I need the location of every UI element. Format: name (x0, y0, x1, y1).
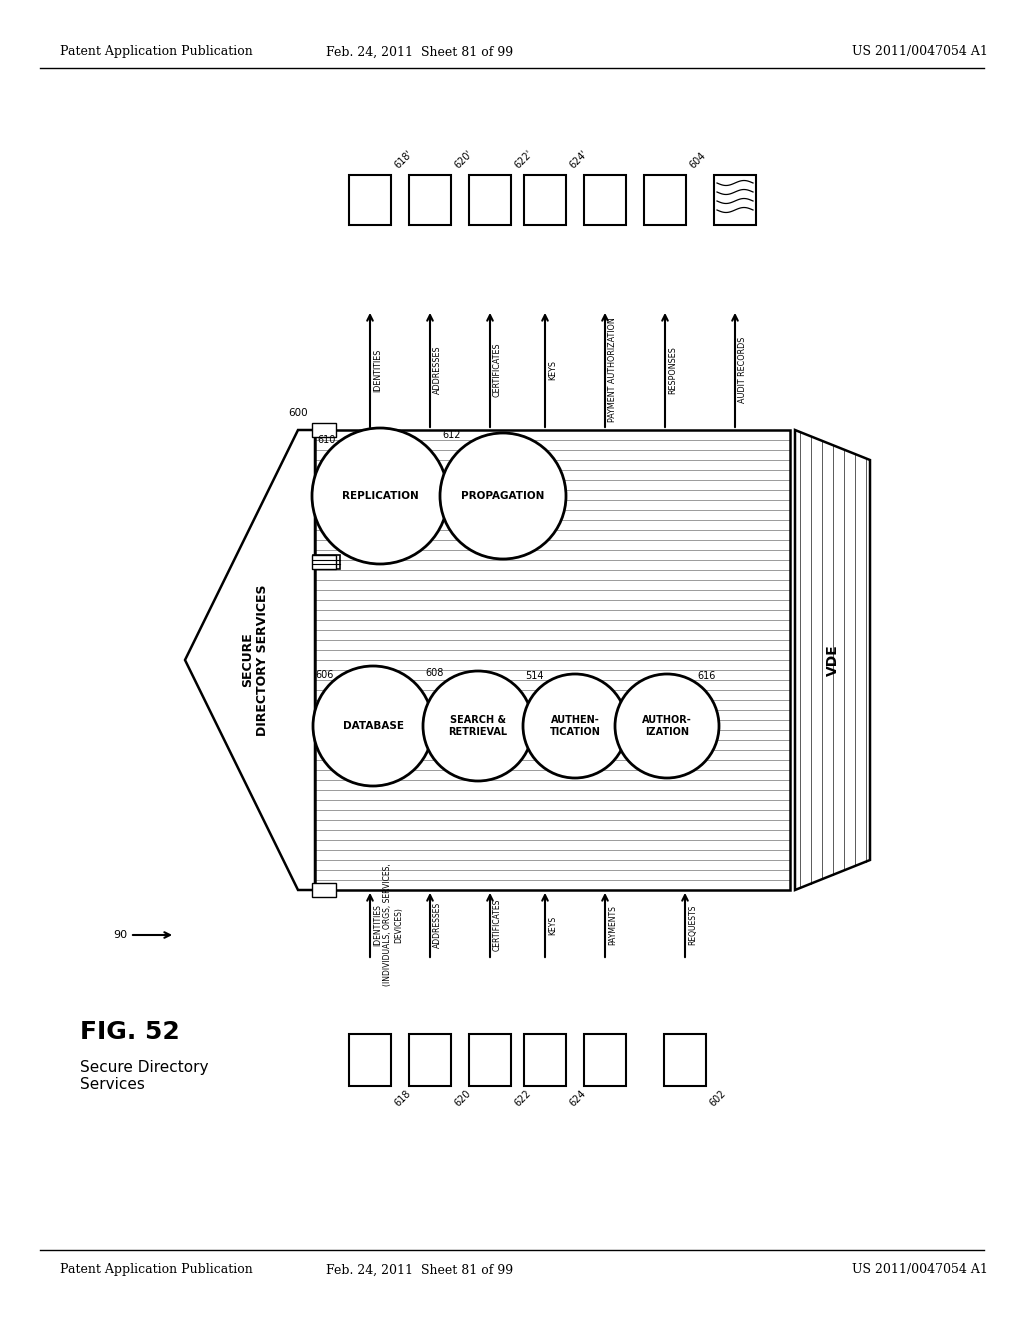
Text: 90: 90 (113, 931, 127, 940)
Text: RESPONSES: RESPONSES (668, 346, 677, 393)
Bar (312, 883, 336, 898)
Text: 608: 608 (425, 668, 443, 678)
Polygon shape (795, 430, 870, 890)
Text: 612: 612 (442, 430, 461, 440)
Text: 618: 618 (393, 1088, 413, 1107)
Text: IDENTITIES: IDENTITIES (373, 348, 382, 392)
Text: CERTIFICATES: CERTIFICATES (493, 343, 502, 397)
Text: 618': 618' (393, 148, 415, 170)
Text: IDENTITIES
(INDIVIDUALS, ORGS, SERVICES,
DEVICES): IDENTITIES (INDIVIDUALS, ORGS, SERVICES,… (373, 863, 402, 986)
Text: US 2011/0047054 A1: US 2011/0047054 A1 (852, 45, 988, 58)
Circle shape (615, 675, 719, 777)
Text: SECURE
DIRECTORY SERVICES: SECURE DIRECTORY SERVICES (241, 585, 269, 735)
Text: KEYS: KEYS (548, 360, 557, 380)
Text: Patent Application Publication: Patent Application Publication (60, 45, 253, 58)
Text: ADDRESSES: ADDRESSES (433, 902, 442, 948)
Text: 620': 620' (453, 148, 475, 170)
Text: DATABASE: DATABASE (342, 721, 403, 731)
Text: AUTHOR-
IZATION: AUTHOR- IZATION (642, 715, 692, 737)
Text: 514: 514 (525, 671, 544, 681)
Circle shape (523, 675, 627, 777)
Bar (524, 176, 566, 224)
Text: SEARCH &
RETRIEVAL: SEARCH & RETRIEVAL (449, 715, 508, 737)
Text: 622': 622' (513, 148, 535, 170)
Text: Feb. 24, 2011  Sheet 81 of 99: Feb. 24, 2011 Sheet 81 of 99 (327, 45, 514, 58)
Circle shape (312, 428, 449, 564)
Bar (409, 176, 451, 224)
Text: 624: 624 (568, 1088, 588, 1109)
Text: 620: 620 (453, 1088, 473, 1109)
Text: 610: 610 (317, 436, 336, 445)
Bar (644, 176, 686, 224)
Text: 602: 602 (708, 1088, 728, 1109)
Circle shape (440, 433, 566, 558)
Text: FIG. 52: FIG. 52 (80, 1020, 180, 1044)
Text: VDE: VDE (825, 644, 840, 676)
Bar (664, 1034, 706, 1086)
Text: 622: 622 (513, 1088, 534, 1109)
Bar (584, 176, 626, 224)
Bar (469, 176, 511, 224)
Text: AUDIT RECORDS: AUDIT RECORDS (738, 337, 746, 403)
Bar (349, 1034, 391, 1086)
Text: CERTIFICATES: CERTIFICATES (493, 899, 502, 952)
Text: PROPAGATION: PROPAGATION (462, 491, 545, 502)
Text: REPLICATION: REPLICATION (342, 491, 419, 502)
Bar (524, 1034, 566, 1086)
Bar (349, 176, 391, 224)
Text: KEYS: KEYS (548, 916, 557, 935)
Text: 606: 606 (315, 671, 334, 680)
Text: ADDRESSES: ADDRESSES (433, 346, 442, 395)
Text: 624': 624' (568, 148, 590, 170)
Text: PAYMENT AUTHORIZATION: PAYMENT AUTHORIZATION (608, 318, 617, 422)
Bar (584, 1034, 626, 1086)
Bar (409, 1034, 451, 1086)
Bar (714, 176, 756, 224)
Text: 604: 604 (688, 150, 708, 170)
Text: 616: 616 (697, 671, 716, 681)
Circle shape (423, 671, 534, 781)
Circle shape (313, 667, 433, 785)
Text: PAYMENTS: PAYMENTS (608, 906, 617, 945)
Text: REQUESTS: REQUESTS (688, 904, 697, 945)
Bar (315, 430, 790, 890)
Text: Feb. 24, 2011  Sheet 81 of 99: Feb. 24, 2011 Sheet 81 of 99 (327, 1263, 514, 1276)
Text: 600: 600 (288, 408, 307, 418)
Bar (312, 422, 336, 437)
Bar (469, 1034, 511, 1086)
Text: Patent Application Publication: Patent Application Publication (60, 1263, 253, 1276)
Bar (312, 554, 336, 569)
Text: Secure Directory
Services: Secure Directory Services (80, 1060, 209, 1093)
Text: US 2011/0047054 A1: US 2011/0047054 A1 (852, 1263, 988, 1276)
Bar (313, 554, 340, 569)
Text: AUTHEN-
TICATION: AUTHEN- TICATION (550, 715, 600, 737)
